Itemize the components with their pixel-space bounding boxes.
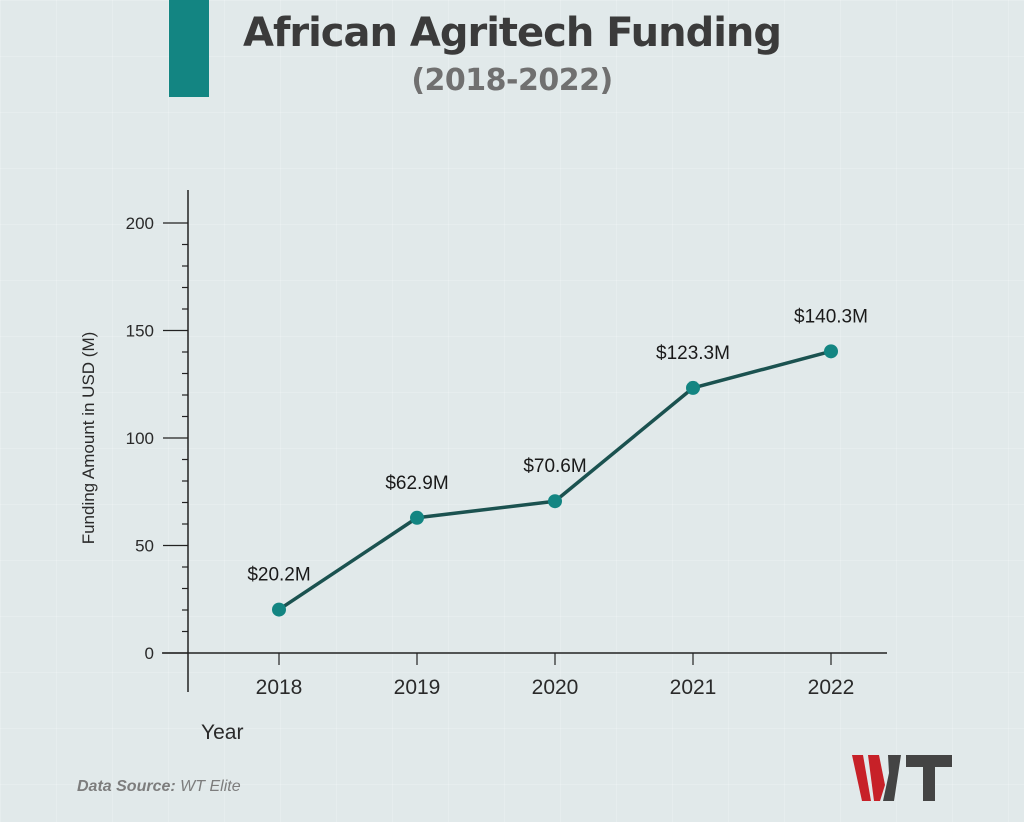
logo-w-mid-stroke [868, 755, 885, 801]
y-tick-label: 100 [126, 429, 154, 448]
x-axis: 2018 2019 2020 2021 2022 [162, 652, 887, 699]
data-label: $70.6M [523, 456, 586, 477]
data-label: $123.3M [656, 343, 730, 364]
series-line [278, 349, 832, 612]
x-tick-label: 2019 [394, 676, 441, 699]
data-source-label: Data Source: [77, 778, 176, 795]
data-label: $20.2M [247, 565, 310, 586]
x-tick-label: 2018 [256, 676, 303, 699]
logo-w-left-stroke [852, 755, 871, 801]
data-point [410, 510, 424, 525]
y-tick-label: 150 [126, 322, 154, 341]
data-point [686, 380, 700, 395]
chart-title: African Agritech Funding [242, 10, 782, 56]
data-source: Data Source: WT Elite [77, 778, 241, 796]
x-tick-label: 2021 [670, 676, 717, 699]
data-source-value: WT Elite [180, 778, 241, 795]
y-tick-label: 200 [126, 214, 154, 233]
data-label: $62.9M [385, 473, 448, 494]
chart-subtitle: (2018-2022) [411, 63, 613, 98]
x-tick-label: 2020 [532, 676, 579, 699]
y-tick-label: 50 [135, 537, 154, 556]
data-point [272, 602, 286, 617]
x-tick-label: 2022 [808, 676, 855, 699]
logo-t-letter [906, 755, 952, 801]
y-tick-label: 0 [145, 644, 154, 663]
y-axis: 0 50 100 150 200 [126, 190, 189, 692]
x-axis-label: Year [201, 721, 243, 744]
wt-logo: WT [852, 755, 952, 801]
logo-w-right-stroke [883, 755, 901, 801]
data-label: $140.3M [794, 306, 868, 327]
data-point [824, 344, 838, 359]
data-point [548, 494, 562, 509]
accent-bar [169, 0, 209, 97]
series-funding: $20.2M $62.9M $70.6M $123.3M $140.3M [247, 306, 868, 617]
y-axis-label: Funding Amount in USD (M) [79, 332, 98, 545]
